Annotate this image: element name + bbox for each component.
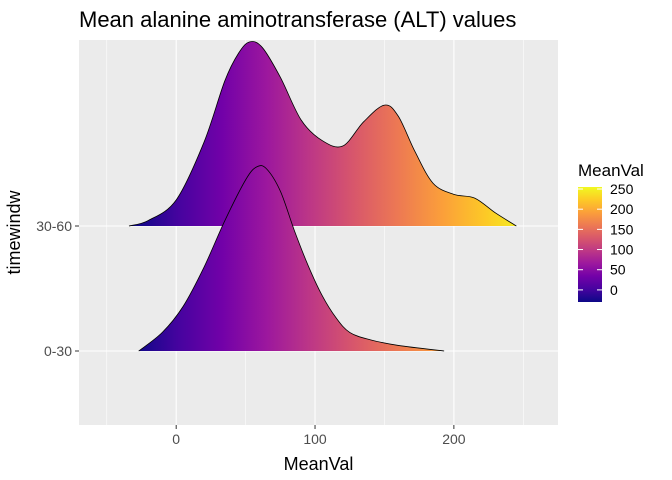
ridge-outline-30-60 [128,41,517,227]
legend-colorbar [578,187,602,302]
y-axis-title: timewindw [4,189,24,274]
legend-label: 150 [610,221,634,237]
y-tick-label: 30-60 [36,218,72,234]
chart-title: Mean alanine aminotransferase (ALT) valu… [79,7,516,32]
ridge-outline-0-30 [138,165,445,352]
legend-label: 250 [610,181,634,197]
legend-label: 200 [610,201,634,217]
y-tick-label: 0-30 [44,343,72,359]
x-tick-label: 100 [303,431,327,447]
x-axis-title: MeanVal [284,454,354,474]
legend-label: 50 [610,262,626,278]
x-tick-label: 0 [172,431,180,447]
axes: 0 100 200 0-30 30-60 [36,218,466,447]
legend: MeanVal 250 200 150 100 50 0 [578,161,644,302]
legend-title: MeanVal [578,161,644,180]
ridge-fill-30-60 [128,41,517,227]
plot-panel [79,40,558,425]
x-tick-label: 200 [442,431,466,447]
legend-ticks: 250 200 150 100 50 0 [578,181,634,298]
density-ridges [128,41,517,352]
ridge-fill-0-30 [138,165,445,351]
legend-label: 100 [610,242,634,258]
legend-label: 0 [610,282,618,298]
